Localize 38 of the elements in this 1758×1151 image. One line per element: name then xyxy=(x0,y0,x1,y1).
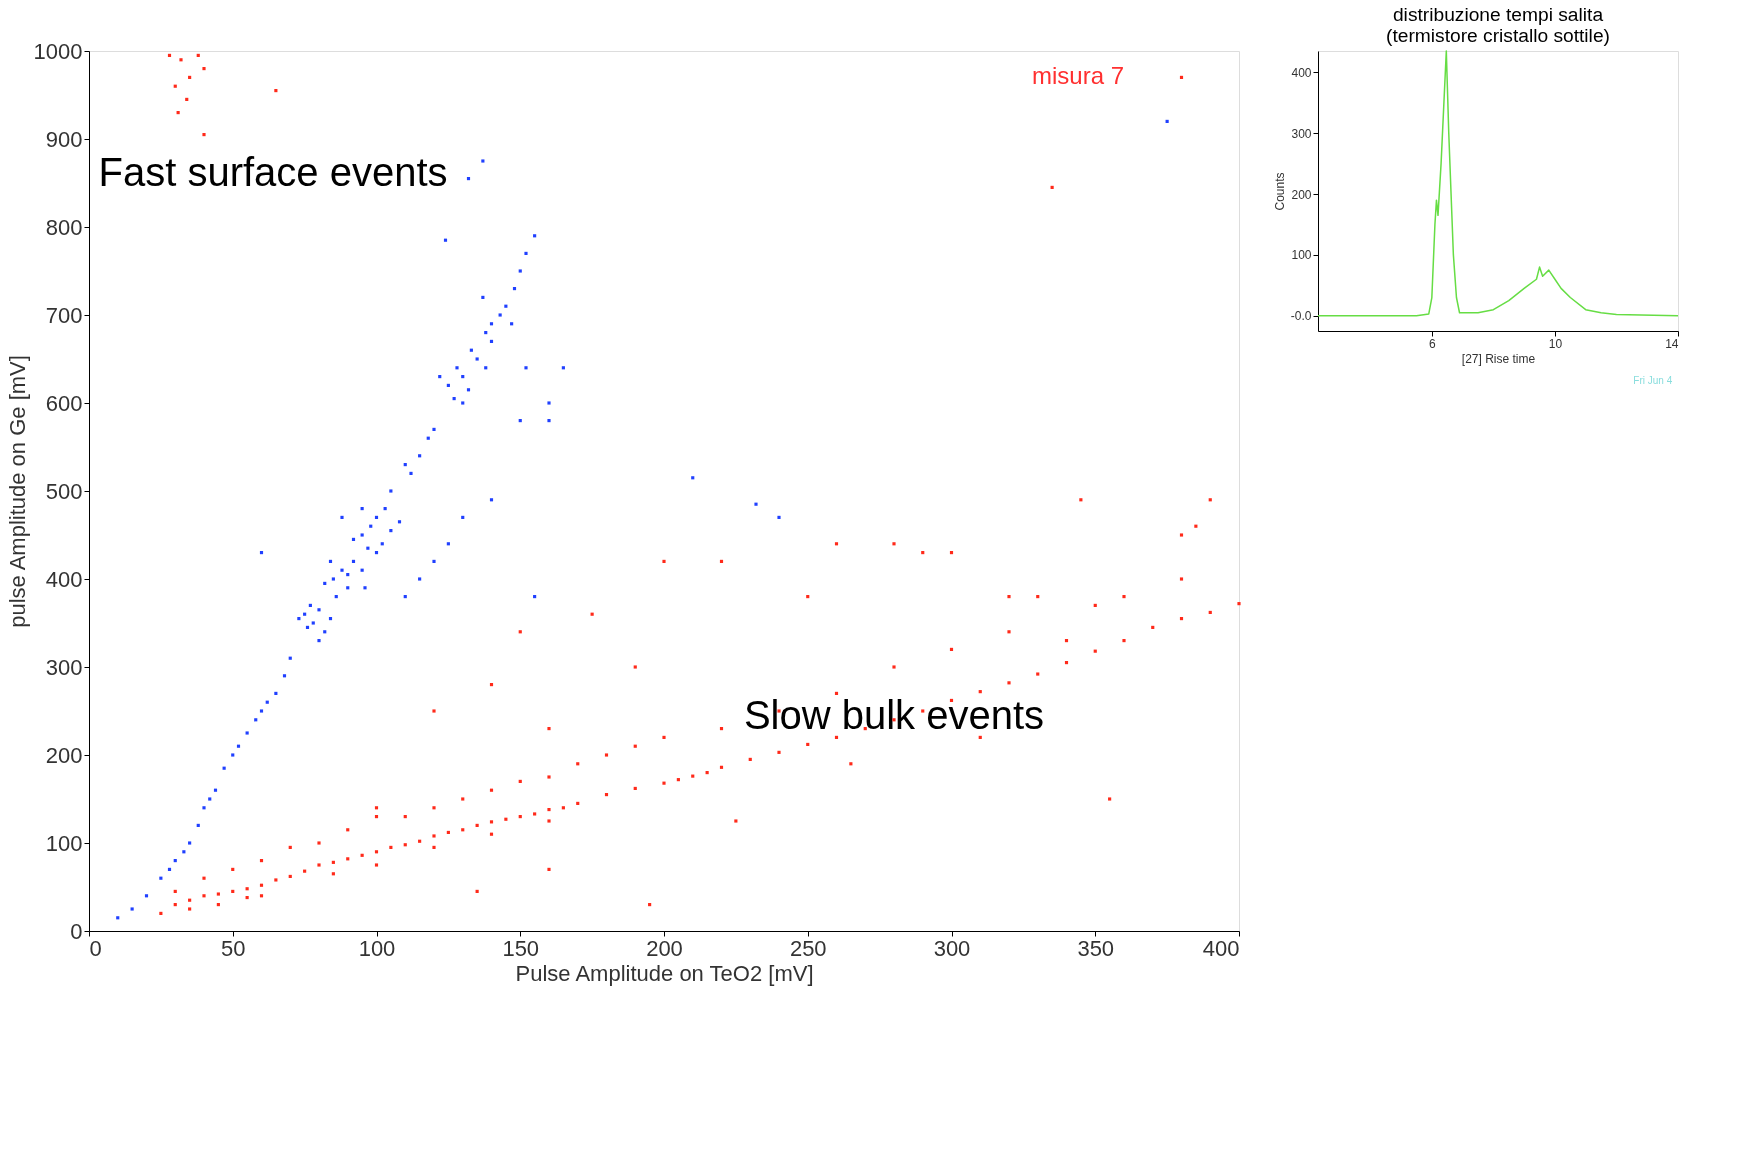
y-tick-label: 300 xyxy=(45,654,83,680)
x-tick-label: 6 xyxy=(1429,336,1436,351)
x-tick-label: 300 xyxy=(933,935,971,961)
y-tick-label: 400 xyxy=(1291,65,1312,80)
y-tick-label: 800 xyxy=(45,214,83,240)
x-tick-label: 200 xyxy=(646,935,683,961)
y-tick-label: 100 xyxy=(45,830,83,856)
annotation: misura 7 xyxy=(1031,62,1125,90)
y-tick-label: 0 xyxy=(70,918,83,944)
y-tick-label: 500 xyxy=(45,478,83,504)
chart-title: distribuzione tempi salita (termistore cristallo sottile) xyxy=(1386,3,1610,47)
y-tick-label: 700 xyxy=(45,302,83,328)
y-tick-label: 600 xyxy=(45,390,83,416)
x-tick-label: 150 xyxy=(502,935,540,961)
x-tick-label: 50 xyxy=(221,935,246,961)
y-tick-label: 1000 xyxy=(33,38,83,64)
y-axis-title: Counts xyxy=(1272,172,1287,211)
y-tick-label: 200 xyxy=(45,742,83,768)
y-tick-label: 100 xyxy=(1291,248,1312,263)
x-tick-label: 14 xyxy=(1665,336,1679,351)
annotation: Slow bulk events xyxy=(743,693,1045,738)
x-tick-label: 0 xyxy=(89,935,102,961)
x-axis-title: Pulse Amplitude on TeO2 [mV] xyxy=(515,960,814,986)
x-tick-label: 350 xyxy=(1077,935,1115,961)
x-axis-title: [27] Rise time xyxy=(1461,351,1536,366)
y-tick-label: -0.0 xyxy=(1290,309,1312,324)
annotation: Fast surface events xyxy=(98,150,448,195)
x-tick-label: 10 xyxy=(1548,336,1563,351)
y-tick-label: 900 xyxy=(45,126,83,152)
x-tick-label: 400 xyxy=(1202,935,1240,961)
x-tick-label: 100 xyxy=(358,935,396,961)
text: Fri Jun 4 xyxy=(1633,375,1673,387)
y-tick-label: 200 xyxy=(1291,187,1312,202)
y-tick-label: 400 xyxy=(45,566,83,592)
y-axis-title: pulse Amplitude on Ge [mV] xyxy=(4,355,30,628)
y-tick-label: 300 xyxy=(1291,126,1312,141)
line-series xyxy=(1317,50,1679,317)
x-tick-label: 250 xyxy=(789,935,827,961)
